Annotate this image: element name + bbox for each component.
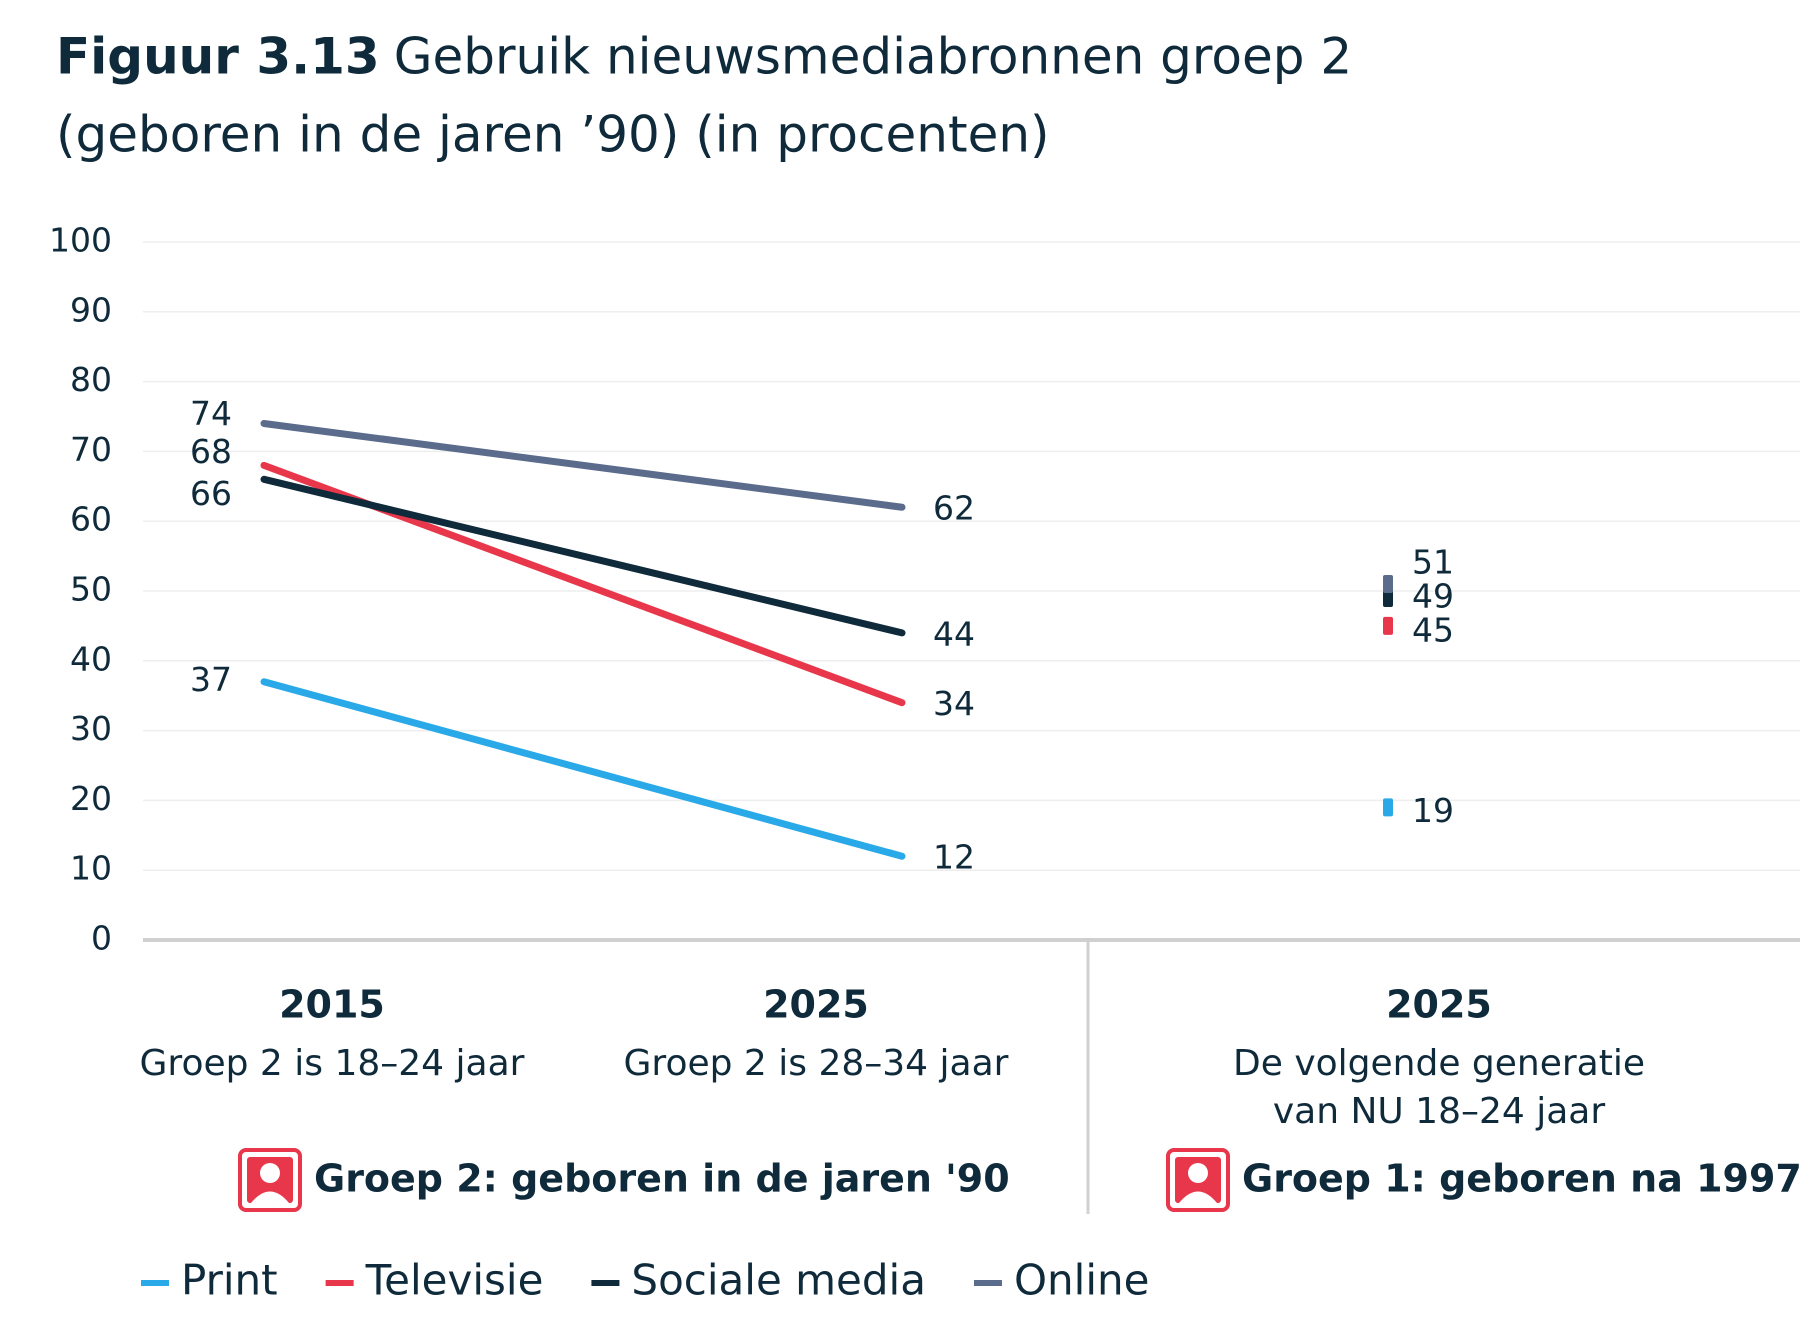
person-icon-head bbox=[260, 1163, 280, 1183]
data-label: 44 bbox=[933, 614, 975, 653]
y-tick-label: 70 bbox=[70, 430, 112, 469]
figure-number: Figuur 3.13 bbox=[56, 28, 380, 86]
legend-label: Print bbox=[181, 1256, 278, 1305]
series-line bbox=[260, 475, 906, 637]
y-tick-label: 10 bbox=[70, 849, 112, 888]
data-label: 66 bbox=[190, 474, 232, 513]
data-label: 49 bbox=[1412, 576, 1454, 615]
y-tick-label: 100 bbox=[49, 221, 112, 260]
y-tick-label: 60 bbox=[70, 500, 112, 539]
category-note-box: Groep 2 is 28–34 jaar bbox=[623, 1043, 1009, 1084]
series-marker bbox=[1383, 798, 1393, 817]
series-line bbox=[260, 678, 906, 860]
legend-label: Sociale media bbox=[631, 1256, 926, 1305]
x-tick-label: 2015 bbox=[279, 983, 385, 1027]
group-label: Groep 2: geboren in de jaren '90 bbox=[238, 1148, 1010, 1212]
y-tick-label: 80 bbox=[70, 360, 112, 399]
data-label: 51 bbox=[1412, 543, 1454, 582]
x-tick-label: 2025 bbox=[1386, 983, 1492, 1027]
data-label: 74 bbox=[190, 394, 232, 433]
y-tick-label: 0 bbox=[91, 919, 112, 958]
y-tick-label: 20 bbox=[70, 779, 112, 818]
y-tick-label: 40 bbox=[70, 639, 112, 678]
category-note-box: De volgende generatie van NU 18–24 jaar bbox=[1233, 1043, 1645, 1132]
data-label: 34 bbox=[933, 684, 975, 723]
category-note: De volgende generatie van NU 18–24 jaar bbox=[1233, 1043, 1645, 1132]
data-label: 62 bbox=[933, 489, 975, 528]
data-label: 19 bbox=[1412, 791, 1454, 830]
group-label-text: Groep 2: geboren in de jaren '90 bbox=[314, 1157, 1010, 1201]
category-note: Groep 2 is 28–34 jaar bbox=[623, 1043, 1009, 1084]
group-label: Groep 1: geboren na 1997 bbox=[1166, 1148, 1802, 1212]
legend-label: Televisie bbox=[365, 1256, 544, 1305]
series-marker bbox=[1383, 575, 1393, 594]
x-tick-label: 2025 bbox=[763, 983, 869, 1027]
y-tick-label: 90 bbox=[70, 290, 112, 329]
data-label: 37 bbox=[190, 660, 232, 699]
group-label-text: Groep 1: geboren na 1997 bbox=[1242, 1157, 1802, 1201]
series-marker bbox=[1383, 588, 1393, 607]
data-label: 12 bbox=[933, 838, 975, 877]
data-label: 45 bbox=[1412, 610, 1454, 649]
data-label: 68 bbox=[190, 432, 232, 471]
person-icon-head bbox=[1188, 1163, 1208, 1183]
chart-subtitle: (geboren in de jaren ’90) (in procenten) bbox=[56, 106, 1050, 164]
y-tick-label: 30 bbox=[70, 709, 112, 748]
person-icon-body bbox=[1179, 1191, 1217, 1203]
category-note: Groep 2 is 18–24 jaar bbox=[139, 1043, 525, 1084]
series-marker bbox=[1383, 616, 1393, 635]
series-line bbox=[260, 419, 906, 511]
category-note-box: Groep 2 is 18–24 jaar bbox=[139, 1043, 525, 1084]
legend-label: Online bbox=[1014, 1256, 1149, 1305]
chart-title: Gebruik nieuwsmediabronnen groep 2 bbox=[394, 28, 1352, 86]
person-icon-body bbox=[251, 1191, 289, 1203]
y-tick-label: 50 bbox=[70, 570, 112, 609]
